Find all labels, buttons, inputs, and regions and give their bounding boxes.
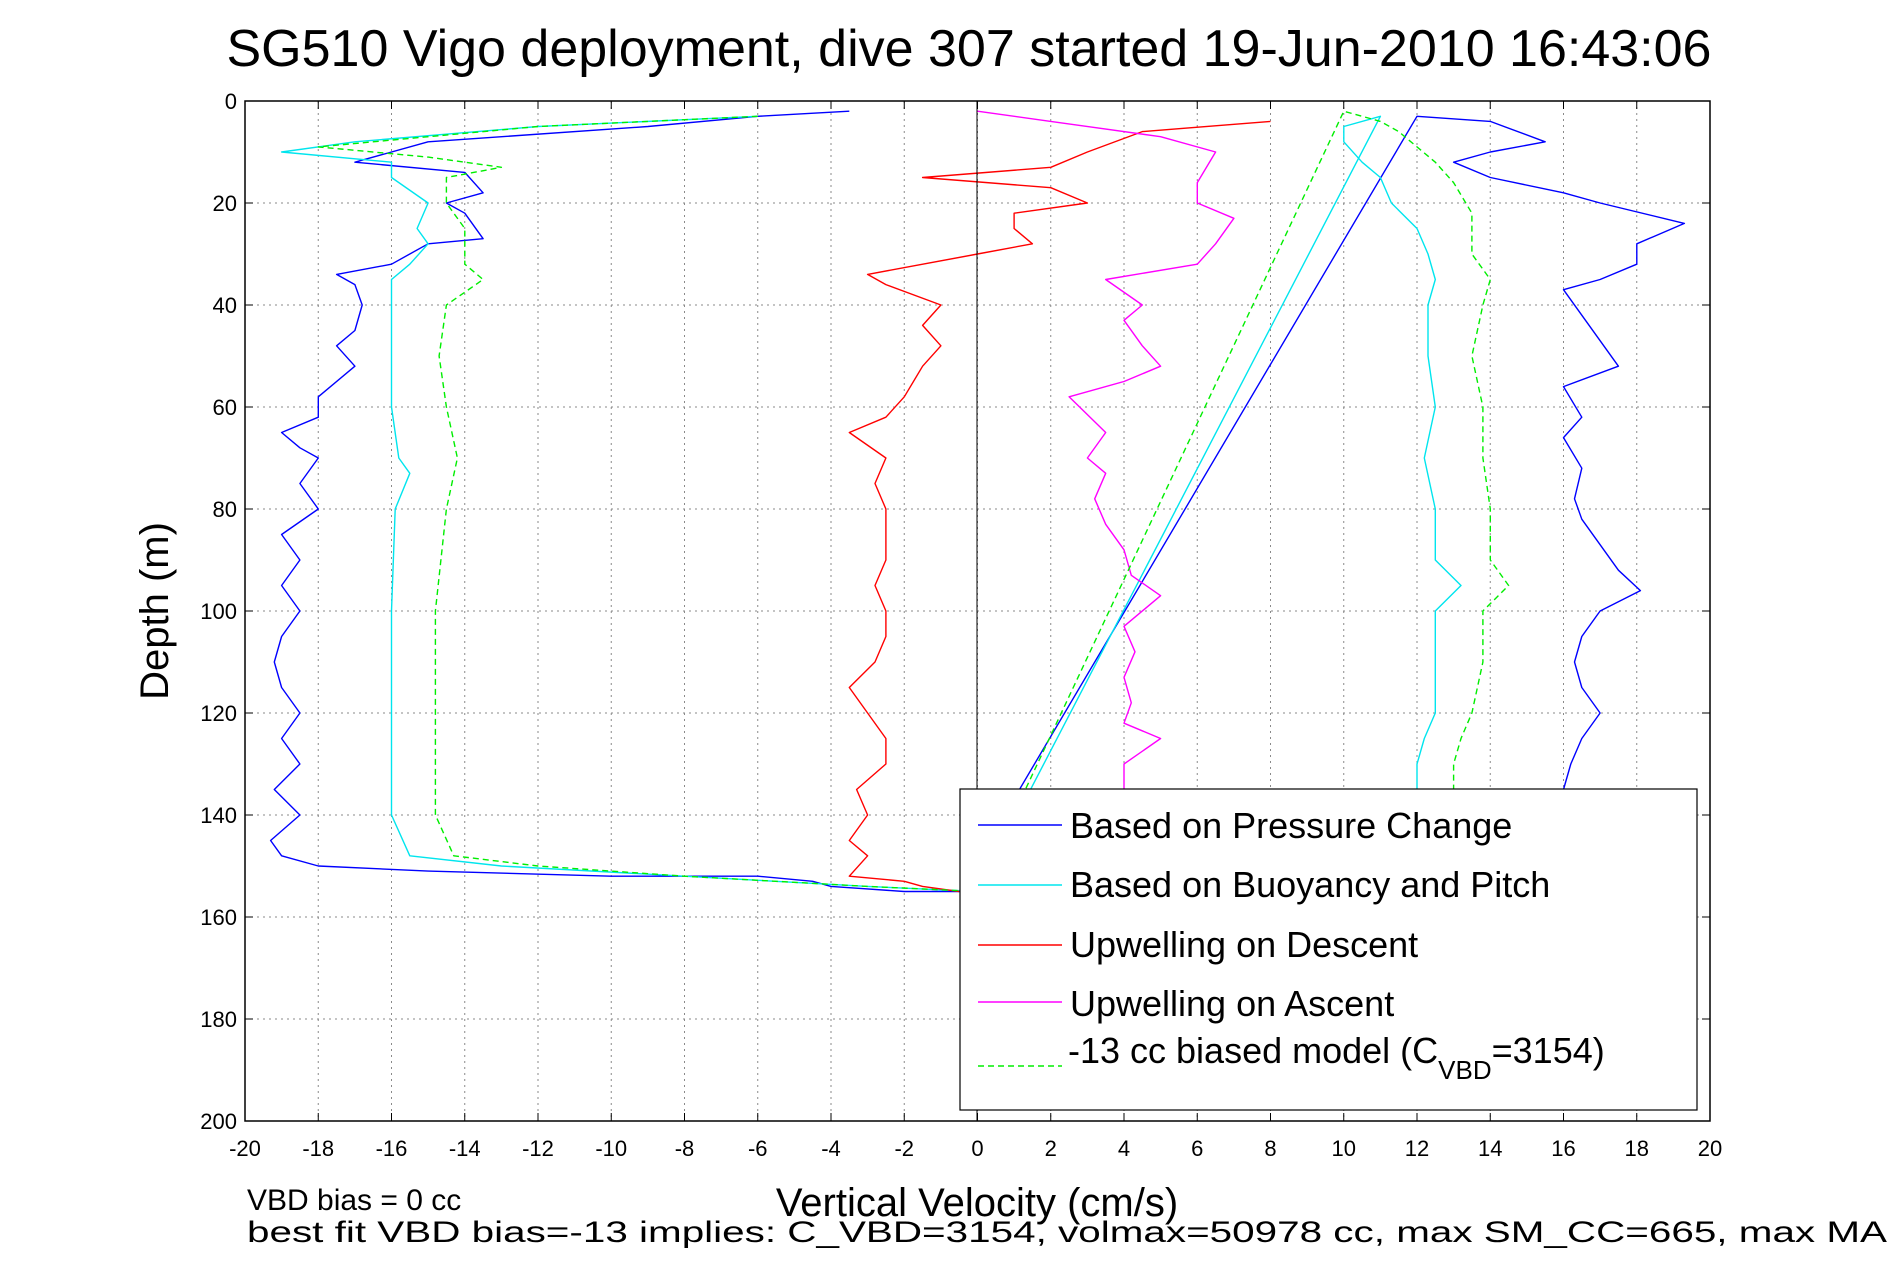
- y-tick-label: 0: [225, 89, 237, 114]
- legend-label-buoyancy: Based on Buoyancy and Pitch: [1070, 864, 1550, 905]
- x-tick-label: -8: [675, 1136, 695, 1161]
- y-tick-label: 60: [213, 395, 237, 420]
- x-tick-label: 10: [1332, 1136, 1356, 1161]
- legend-box: [959, 788, 1698, 1111]
- x-tick-label: -10: [595, 1136, 627, 1161]
- legend: Based on Pressure Change Based on Buoyan…: [959, 788, 1698, 1111]
- series-line-0: [269, 110, 1686, 893]
- x-tick-label: -12: [522, 1136, 554, 1161]
- y-ticks: 0 20 40 60 80 100 120 140 160 180 200: [200, 89, 1710, 1134]
- chart-title: SG510 Vigo deployment, dive 307 started …: [227, 20, 1712, 78]
- x-tick-label: 8: [1264, 1136, 1276, 1161]
- y-tick-label: 160: [200, 905, 237, 930]
- best-fit-note: best fit VBD bias=-13 implies: C_VBD=315…: [247, 1216, 1887, 1249]
- x-tick-label: 14: [1478, 1136, 1502, 1161]
- legend-label-descent: Upwelling on Descent: [1070, 924, 1418, 965]
- y-tick-label: 180: [200, 1007, 237, 1032]
- y-axis-label: Depth (m): [133, 522, 177, 700]
- vbd-bias-note: VBD bias = 0 cc: [247, 1184, 461, 1217]
- y-tick-label: 20: [213, 191, 237, 216]
- x-tick-label: 0: [971, 1136, 983, 1161]
- x-tick-label: 18: [1625, 1136, 1649, 1161]
- x-tick-label: -4: [821, 1136, 841, 1161]
- x-tick-label: 16: [1551, 1136, 1575, 1161]
- series-line-4: [317, 110, 1510, 893]
- legend-label-pressure: Based on Pressure Change: [1070, 805, 1512, 846]
- x-tick-label: 12: [1405, 1136, 1429, 1161]
- series-line-3: [977, 110, 1235, 790]
- legend-label-ascent: Upwelling on Ascent: [1070, 983, 1394, 1024]
- y-tick-label: 80: [213, 497, 237, 522]
- x-ticks: -20 -18 -16 -14 -12 -10 -8 -6 -4 -2 0 2 4 6 8 10 12 14 16 1…: [229, 101, 1722, 1161]
- x-tick-label: -20: [229, 1136, 261, 1161]
- x-tick-label: 4: [1118, 1136, 1130, 1161]
- series-line-2: [848, 120, 1271, 893]
- x-tick-label: -18: [302, 1136, 334, 1161]
- y-tick-label: 200: [200, 1109, 237, 1134]
- x-tick-label: -14: [449, 1136, 481, 1161]
- series-line-1: [280, 115, 1462, 893]
- x-tick-label: -2: [894, 1136, 914, 1161]
- legend-label-model: -13 cc biased model (CVBD=3154): [1068, 1030, 1605, 1085]
- x-tick-label: 6: [1191, 1136, 1203, 1161]
- x-tick-label: 20: [1698, 1136, 1722, 1161]
- x-axis-label: Vertical Velocity (cm/s): [776, 1181, 1178, 1225]
- x-tick-label: -6: [748, 1136, 768, 1161]
- y-tick-label: 40: [213, 293, 237, 318]
- x-tick-label: -16: [376, 1136, 408, 1161]
- y-tick-label: 120: [200, 701, 237, 726]
- y-tick-label: 140: [200, 803, 237, 828]
- x-tick-label: 2: [1045, 1136, 1057, 1161]
- y-tick-label: 100: [200, 599, 237, 624]
